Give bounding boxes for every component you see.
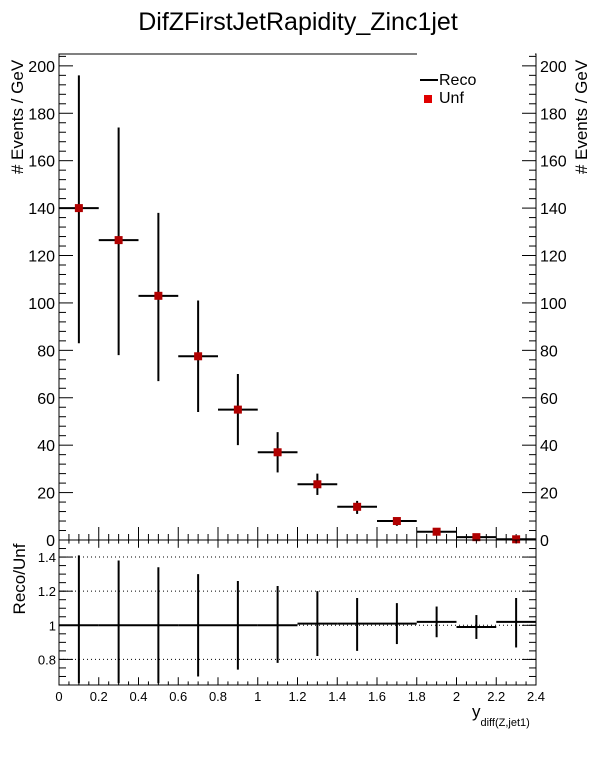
ratio-xtick-label: 1.2 [288, 689, 306, 704]
ratio-xtick-label: 0.4 [129, 689, 147, 704]
ratio-xtick-label: 1.6 [368, 689, 386, 704]
unf-marker [432, 527, 441, 536]
ratio-xtick-label: 2.4 [527, 689, 545, 704]
unf-marker [353, 502, 362, 511]
legend: Reco Unf [420, 72, 476, 107]
ratio-xtick-label: 1 [254, 689, 261, 704]
legend-unf-label: Unf [439, 90, 464, 107]
unf-marker [512, 535, 521, 544]
unf-marker [74, 204, 83, 213]
ratio-ytick-label: 1 [49, 618, 56, 633]
main-ytick-label-right: 80 [540, 343, 558, 360]
ratio-xtick-label: 1.4 [328, 689, 346, 704]
main-ytick-label-right: 140 [540, 201, 567, 218]
ratio-xtick-label: 2 [453, 689, 460, 704]
main-ytick-label-right: 0 [540, 533, 549, 550]
main-ylabel-left: # Events / GeV [8, 59, 27, 174]
main-ytick-label-left: 20 [37, 486, 55, 503]
main-ytick-label-right: 20 [540, 486, 558, 503]
unf-marker [273, 448, 282, 457]
unf-marker [472, 533, 481, 542]
ratio-frame [58, 539, 537, 686]
main-ytick-label-left: 80 [37, 343, 55, 360]
main-ytick-label-right: 180 [540, 106, 567, 123]
x-axis-label: ydiff(Z,jet1) [472, 702, 530, 729]
main-ytick-label-right: 100 [540, 296, 567, 313]
main-ytick-label-right: 200 [540, 59, 567, 76]
main-ytick-label-left: 180 [28, 106, 55, 123]
ratio-xtick-label: 0.2 [90, 689, 108, 704]
main-ytick-label-right: 160 [540, 154, 567, 171]
x-axis-label-main: y [472, 702, 481, 721]
legend-background [417, 53, 535, 56]
unf-marker [392, 517, 401, 526]
main-ytick-label-right: 120 [540, 249, 567, 266]
ratio-xtick-label: 1.8 [408, 689, 426, 704]
chart-title: DifZFirstJetRapidity_Zinc1jet [138, 8, 458, 36]
main-ytick-label-left: 60 [37, 391, 55, 408]
legend-reco-label: Reco [439, 72, 476, 89]
main-panel: 0 0 20 20 40 40 60 60 80 80 100 100 120 120 140 140 160 1… [28, 53, 567, 550]
main-ytick-label-left: 200 [28, 59, 55, 76]
unf-marker [194, 352, 203, 361]
main-frame [58, 53, 537, 541]
ratio-ytick-label: 0.8 [38, 652, 56, 667]
unf-marker [313, 480, 322, 489]
unf-marker [114, 236, 123, 245]
ratio-xtick-label: 0 [55, 689, 62, 704]
ratio-panel: 0 0.2 0.4 0.6 0.8 1 1.2 1.4 1.6 1.8 2 2.2 2.4 0.8 1 1.2… [38, 539, 545, 704]
main-ytick-label-left: 100 [28, 296, 55, 313]
unf-marker [233, 405, 242, 414]
unf-marker [154, 291, 163, 300]
ratio-ytick-label: 1.2 [38, 584, 56, 599]
ratio-ylabel: Reco/Unf [10, 543, 29, 614]
main-ytick-label-left: 120 [28, 249, 55, 266]
ratio-xtick-label: 0.6 [169, 689, 187, 704]
ratio-xtick-label: 0.8 [209, 689, 227, 704]
ratio-xtick-label: 2.2 [487, 689, 505, 704]
main-ytick-label-right: 60 [540, 391, 558, 408]
x-axis-label-subscript: diff(Z,jet1) [481, 717, 530, 729]
main-ytick-label-left: 140 [28, 201, 55, 218]
main-ytick-label-left: 0 [46, 533, 55, 550]
legend-unf-marker [424, 95, 432, 103]
main-ytick-label-left: 160 [28, 154, 55, 171]
ratio-ytick-label: 1.4 [38, 550, 56, 565]
main-ytick-label-right: 40 [540, 438, 558, 455]
main-ylabel-right: # Events / GeV [572, 59, 591, 174]
main-ytick-label-left: 40 [37, 438, 55, 455]
